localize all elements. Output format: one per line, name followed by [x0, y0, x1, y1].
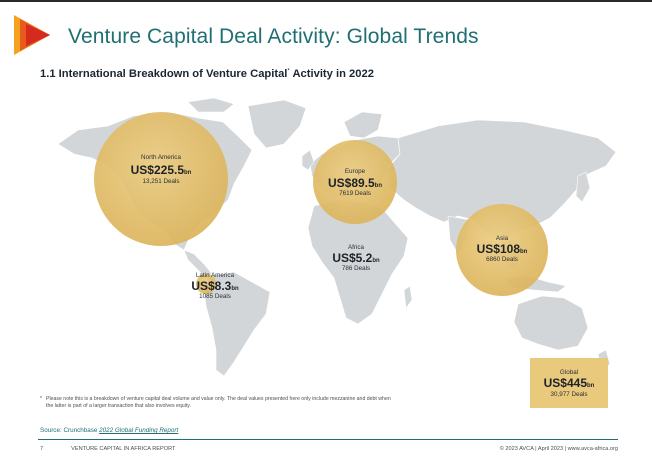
latin-america-bubble [196, 274, 216, 294]
asia-amount: US$108 [476, 242, 521, 256]
asia-value: US$108bn [460, 242, 544, 256]
global-deals: 30,977 Deals [550, 391, 588, 398]
europe-amount: US$89.5 [327, 176, 375, 190]
asia-deals: 6860 Deals [486, 256, 518, 263]
latin-america-label: Latin America [195, 272, 235, 279]
north-america-amount: US$225.5 [130, 163, 185, 177]
section-title-mark: * [287, 68, 290, 75]
africa-amount: US$5.2 [332, 251, 373, 265]
asia-unit: bn [520, 249, 528, 255]
source-link[interactable]: 2022 Global Funding Report [99, 427, 179, 434]
asia-label: Asia [495, 235, 509, 242]
asia-bubble [456, 204, 548, 296]
africa-value: US$5.2bn [321, 251, 391, 265]
avca-logo-icon [14, 15, 50, 55]
greenland-shape [247, 99, 307, 149]
south-america-shape [203, 271, 271, 377]
section-title: 1.1 International Breakdown of Venture C… [40, 68, 374, 80]
scandinavia-shape [343, 111, 383, 139]
latin-america-deals: 1085 Deals [199, 293, 231, 300]
report-name: VENTURE CAPITAL IN AFRICA REPORT [71, 446, 176, 452]
footer-copyright: © 2023 AVCA | April 2023 | www.avca-afri… [499, 446, 618, 452]
africa-label: Africa [347, 244, 365, 251]
europe-deals: 7619 Deals [339, 190, 371, 197]
uk-shape [301, 149, 315, 171]
latin-america-amount: US$8.3 [191, 279, 232, 293]
europe-unit: bn [374, 183, 383, 189]
footnote: * Please note this is a breakdown of ven… [40, 396, 396, 409]
source-label: Source: Crunchbase [40, 427, 100, 434]
arctic-islands-shape [187, 97, 235, 113]
latin-america-unit: bn [231, 286, 239, 292]
madagascar-shape [403, 285, 413, 309]
north-america-deals: 13,251 Deals [142, 178, 180, 185]
global-summary-box [530, 358, 608, 408]
north-america-bubble [94, 112, 228, 246]
europe-value: US$89.5bn [315, 176, 395, 190]
footer-divider [38, 439, 618, 440]
japan-shape [575, 171, 591, 203]
europe-bubble [313, 140, 397, 224]
africa-unit: bn [372, 258, 380, 264]
north-america-value: US$225.5bn [110, 163, 212, 177]
global-amount: US$445 [543, 376, 588, 390]
latin-america-value: US$8.3bn [180, 279, 250, 293]
north-america-unit: bn [184, 170, 192, 176]
europe-label: Europe [344, 168, 366, 175]
section-title-text: 1.1 International Breakdown of Venture C… [40, 68, 288, 80]
top-border-line [0, 0, 652, 2]
global-value: US$445bn [530, 376, 608, 390]
page-number: 7 [40, 446, 44, 452]
section-title-end: Activity in 2022 [289, 68, 374, 80]
page-title: Venture Capital Deal Activity: Global Tr… [68, 25, 479, 48]
global-unit: bn [587, 383, 595, 389]
africa-deals: 786 Deals [341, 265, 371, 272]
footnote-marker: * [40, 396, 43, 402]
footnote-text: Please note this is a breakdown of ventu… [46, 396, 391, 409]
australia-shape [513, 295, 589, 351]
north-america-label: North America [141, 154, 181, 161]
global-label: Global [559, 369, 579, 376]
footer-left: 7 VENTURE CAPITAL IN AFRICA REPORT [40, 446, 175, 452]
source-line: Source: Crunchbase 2022 Global Funding R… [40, 427, 178, 434]
